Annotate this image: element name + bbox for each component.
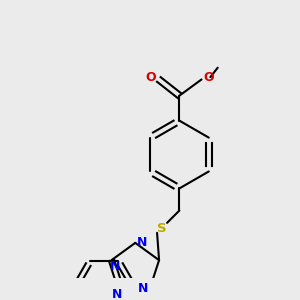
Text: O: O bbox=[204, 70, 214, 84]
Text: N: N bbox=[112, 288, 122, 300]
Text: N: N bbox=[138, 282, 149, 295]
Text: O: O bbox=[145, 70, 156, 84]
Text: N: N bbox=[110, 260, 120, 273]
Text: N: N bbox=[136, 236, 147, 249]
Text: S: S bbox=[157, 222, 166, 235]
